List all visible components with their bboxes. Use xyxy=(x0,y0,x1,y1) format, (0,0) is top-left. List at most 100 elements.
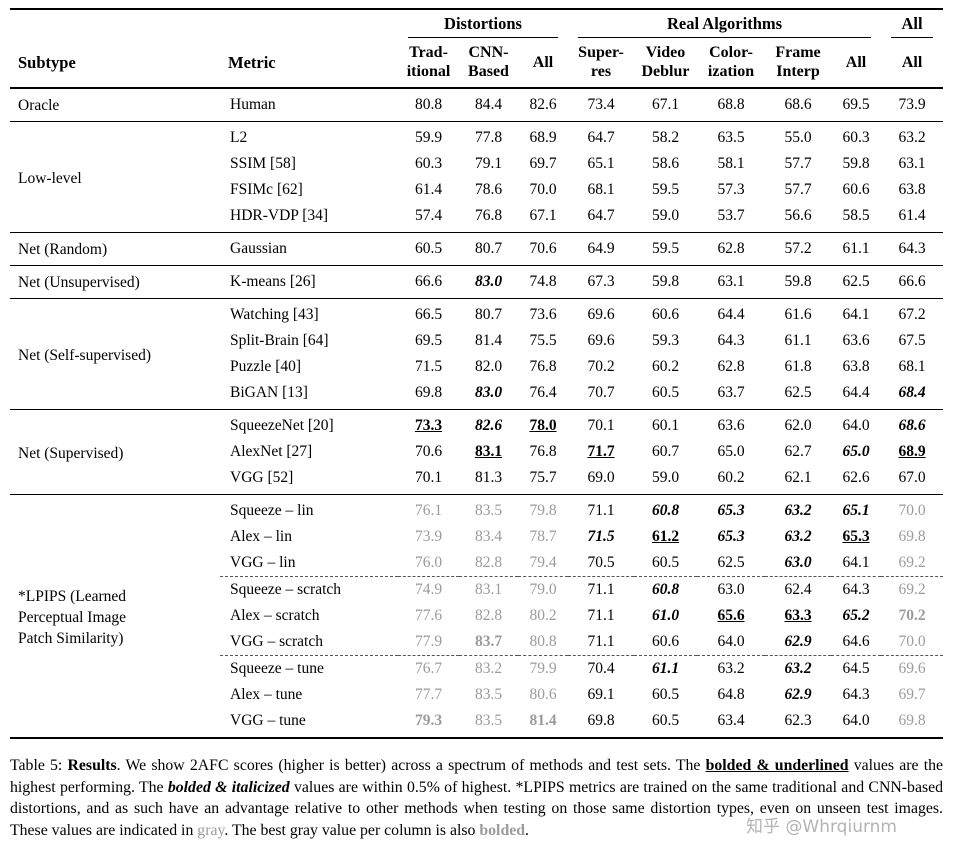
score-cell: 74.9 xyxy=(398,576,459,603)
score-cell: 71.5 xyxy=(587,528,615,545)
score-cell: 80.2 xyxy=(529,607,557,624)
metric-cell: SSIM [58] xyxy=(230,155,296,172)
table-row: Split-Brain [64] 69.5 81.4 75.5 69.6 59.3 64.3… xyxy=(10,328,943,354)
metric-cell: VGG [52] xyxy=(230,469,294,486)
score-cell: 64.4 xyxy=(717,306,745,323)
score-cell: 71.1 xyxy=(587,607,615,624)
table-row: Net (Supervised) SqueezeNet [20] 73.3 82.6 7… xyxy=(10,410,943,462)
score-cell: 63.1 xyxy=(717,273,745,290)
score-cell: 63.3 xyxy=(784,607,812,624)
row-group: Net (Unsupervised) K-means [26] 66.6 83.0 74… xyxy=(10,265,944,299)
score-cell: 58.6 xyxy=(651,155,680,172)
score-cell: 59.5 xyxy=(651,181,680,198)
score-cell: 64.1 xyxy=(842,306,870,323)
score-cell: 70.7 xyxy=(587,384,615,401)
score-cell: 76.8 xyxy=(529,443,557,460)
score-cell: 64.9 xyxy=(587,240,615,257)
score-cell: 64.3 xyxy=(831,576,882,603)
score-cell: 82.8 xyxy=(474,607,503,624)
caption-segment: gray xyxy=(197,821,225,839)
score-cell: 57.3 xyxy=(717,181,745,198)
group-header-spacer xyxy=(10,9,398,38)
score-cell: 67.1 xyxy=(651,96,680,113)
score-cell: 69.6 xyxy=(587,332,615,349)
score-cell: 57.7 xyxy=(784,181,812,198)
score-cell: 65.0 xyxy=(717,443,745,460)
table-head: Distortions Real Algorithms All Subtype Metr… xyxy=(10,9,944,88)
score-cell: 68.6 xyxy=(898,417,926,434)
score-cell: 67.1 xyxy=(529,207,557,224)
score-cell: 68.4 xyxy=(898,384,926,401)
score-cell: 53.7 xyxy=(717,207,745,224)
group-header: All xyxy=(881,9,943,38)
score-cell: 58.1 xyxy=(717,155,745,172)
score-cell: 66.6 xyxy=(898,273,926,290)
score-cell: 62.5 xyxy=(717,554,745,571)
score-cell: 77.7 xyxy=(414,686,443,703)
score-cell: 62.0 xyxy=(784,417,812,434)
table-row: Alex – lin 73.9 83.4 78.7 71.5 61.2 65.3 63.2 65… xyxy=(10,524,943,550)
table-row: AlexNet [27] 70.6 83.1 76.8 71.7 60.7 65.0 62.7… xyxy=(10,439,943,465)
score-cell: 70.0 xyxy=(529,181,557,198)
table-row: FSIMc [62] 61.4 78.6 70.0 68.1 59.5 57.3 57.7 60… xyxy=(10,177,943,203)
caption-segment: . The best gray value per column is also xyxy=(224,821,480,839)
column-header: Trad-itional xyxy=(406,44,451,80)
score-cell: 80.6 xyxy=(529,686,557,703)
subtype-cell: Net (Unsupervised) xyxy=(18,273,140,291)
score-cell: 64.8 xyxy=(717,686,745,703)
score-cell: 70.4 xyxy=(568,655,634,682)
metric-cell: Squeeze – lin xyxy=(230,502,314,519)
score-cell: 77.9 xyxy=(414,633,443,650)
table-row: *LPIPS (Learned Perceptual Image Patch Sim… xyxy=(10,495,943,647)
score-cell: 60.5 xyxy=(651,712,680,729)
score-cell: 71.1 xyxy=(587,633,615,650)
score-cell: 84.4 xyxy=(474,96,503,113)
score-cell: 75.7 xyxy=(529,469,557,486)
score-cell: 61.1 xyxy=(634,655,697,682)
table-row: VGG – tune 79.3 83.5 81.4 69.8 60.5 63.4 62.3 64… xyxy=(10,708,943,738)
score-cell: 64.3 xyxy=(717,332,745,349)
score-cell: 64.5 xyxy=(831,655,882,682)
score-cell: 83.1 xyxy=(474,443,503,460)
score-cell: 60.6 xyxy=(651,633,680,650)
score-cell: 73.6 xyxy=(529,306,557,323)
score-cell: 70.6 xyxy=(414,443,443,460)
score-cell: 69.2 xyxy=(898,554,926,571)
score-cell: 58.5 xyxy=(842,207,870,224)
table-row: Squeeze – scratch 74.9 83.1 79.0 71.1 60.8 63.… xyxy=(10,576,944,603)
score-cell: 73.3 xyxy=(414,417,443,434)
row-group: Low-level L2 59.9 77.8 68.9 64.7 58.2 63.5 55.0 6… xyxy=(10,121,944,233)
score-cell: 69.1 xyxy=(587,686,615,703)
score-cell: 65.3 xyxy=(842,528,870,545)
score-cell: 69.6 xyxy=(881,655,944,682)
metric-cell: VGG – scratch xyxy=(230,633,323,650)
row-group: Oracle Human 80.8 84.4 82.6 73.4 67.1 68.8 68.6 6… xyxy=(10,88,944,122)
score-cell: 78.6 xyxy=(474,181,503,198)
score-cell: 62.9 xyxy=(784,633,812,650)
score-cell: 60.8 xyxy=(651,502,680,519)
score-cell: 82.6 xyxy=(529,96,557,113)
score-cell: 59.9 xyxy=(414,129,443,146)
score-cell: 69.5 xyxy=(414,332,443,349)
score-cell: 73.4 xyxy=(587,96,615,113)
score-cell: 67.0 xyxy=(898,469,926,486)
score-cell: 60.2 xyxy=(717,469,745,486)
column-header: All xyxy=(532,53,554,71)
row-group: *LPIPS (Learned Perceptual Image Patch Sim… xyxy=(10,494,944,739)
score-cell: 64.3 xyxy=(898,240,926,257)
table-caption: Table 5: Results. We show 2AFC scores (h… xyxy=(10,755,943,841)
score-cell: 71.1 xyxy=(568,576,634,603)
score-cell: 70.2 xyxy=(898,607,926,624)
score-cell: 83.5 xyxy=(474,686,503,703)
score-cell: 71.1 xyxy=(587,502,615,519)
score-cell: 60.5 xyxy=(414,240,443,257)
score-cell: 62.8 xyxy=(717,358,745,375)
score-cell: 61.1 xyxy=(842,240,870,257)
score-cell: 78.0 xyxy=(529,417,557,434)
score-cell: 64.0 xyxy=(717,633,745,650)
caption-segment: . xyxy=(525,821,529,839)
metric-cell: Squeeze – tune xyxy=(220,655,398,682)
score-cell: 83.7 xyxy=(474,633,503,650)
score-cell: 62.4 xyxy=(765,576,831,603)
score-cell: 59.8 xyxy=(651,273,680,290)
